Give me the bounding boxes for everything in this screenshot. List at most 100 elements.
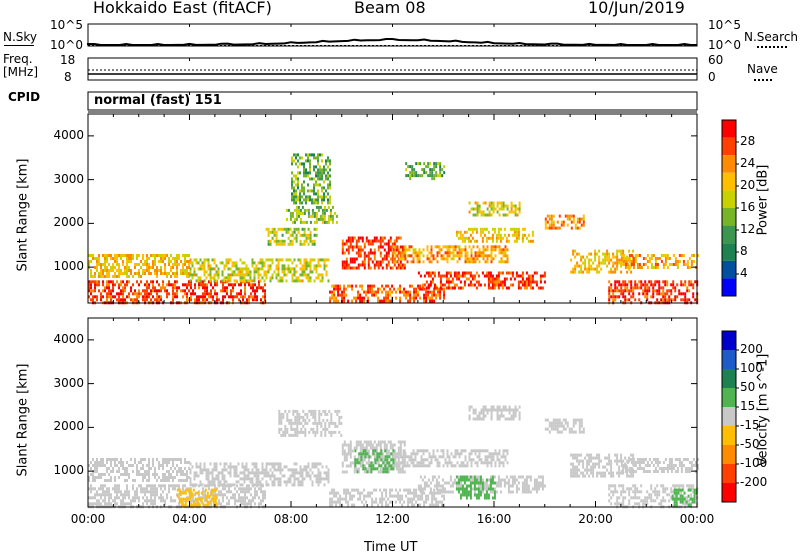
power-echo-cell bbox=[232, 289, 234, 292]
velocity-echo-cell bbox=[354, 461, 356, 464]
power-echo-cell bbox=[616, 262, 618, 265]
velocity-echo-cell bbox=[338, 431, 340, 434]
power-echo-cell bbox=[343, 297, 345, 300]
power-echo-cell bbox=[146, 289, 148, 292]
velocity-echo-cell bbox=[385, 504, 387, 507]
power-echo-cell bbox=[308, 279, 310, 282]
velocity-echo-cell bbox=[114, 479, 116, 482]
power-echo-cell bbox=[413, 171, 415, 174]
power-echo-cell bbox=[399, 288, 401, 291]
velocity-echo-cell bbox=[300, 468, 302, 471]
velocity-echo-cell bbox=[118, 496, 120, 499]
velocity-echo-cell bbox=[230, 483, 232, 486]
velocity-echo-cell bbox=[368, 455, 370, 458]
power-echo-cell bbox=[311, 201, 313, 204]
power-echo-cell bbox=[372, 252, 374, 255]
power-colorbar-swatch bbox=[722, 173, 736, 191]
power-echo-cell bbox=[222, 270, 224, 273]
velocity-echo-cell bbox=[296, 434, 298, 437]
velocity-echo-cell bbox=[390, 447, 392, 450]
power-echo-cell bbox=[588, 259, 590, 262]
velocity-echo-cell bbox=[224, 462, 226, 465]
velocity-echo-cell bbox=[201, 498, 203, 501]
power-echo-cell bbox=[435, 174, 437, 177]
velocity-echo-cell bbox=[154, 490, 156, 493]
velocity-echo-cell bbox=[106, 470, 108, 473]
power-echo-cell bbox=[300, 209, 302, 212]
velocity-echo-cell bbox=[427, 449, 429, 452]
power-echo-cell bbox=[491, 214, 493, 217]
power-echo-cell bbox=[443, 254, 445, 257]
velocity-echo-cell bbox=[326, 474, 328, 477]
velocity-echo-cell bbox=[333, 489, 335, 492]
power-echo-cell bbox=[358, 249, 360, 252]
velocity-echo-cell bbox=[302, 431, 304, 434]
power-echo-cell bbox=[407, 294, 409, 297]
velocity-echo-cell bbox=[447, 455, 449, 458]
velocity-echo-cell bbox=[330, 419, 332, 422]
power-echo-cell bbox=[586, 271, 588, 274]
velocity-echo-cell bbox=[343, 489, 345, 492]
velocity-echo-cell bbox=[114, 464, 116, 467]
velocity-echo-cell bbox=[160, 496, 162, 499]
power-echo-cell bbox=[100, 272, 102, 275]
velocity-echo-cell bbox=[254, 465, 256, 468]
power-echo-cell bbox=[610, 289, 612, 292]
sky-panel-frame bbox=[88, 24, 697, 46]
power-echo-cell bbox=[532, 287, 534, 290]
velocity-echo-cell bbox=[197, 498, 199, 501]
velocity-echo-cell bbox=[108, 502, 110, 505]
power-echo-cell bbox=[295, 198, 297, 201]
power-echo-cell bbox=[112, 289, 114, 292]
power-echo-cell bbox=[116, 254, 118, 257]
velocity-echo-cell bbox=[350, 447, 352, 450]
velocity-echo-cell bbox=[234, 502, 236, 505]
power-echo-cell bbox=[572, 250, 574, 253]
power-colorbar-swatch bbox=[722, 138, 736, 156]
velocity-echo-cell bbox=[328, 425, 330, 428]
velocity-echo-cell bbox=[162, 484, 164, 487]
velocity-echo-cell bbox=[413, 461, 415, 464]
power-echo-cell bbox=[315, 183, 317, 186]
velocity-echo-cell bbox=[450, 476, 452, 479]
power-echo-cell bbox=[641, 266, 643, 269]
power-echo-cell bbox=[140, 260, 142, 263]
velocity-echo-cell bbox=[264, 468, 266, 471]
power-echo-cell bbox=[475, 260, 477, 263]
power-echo-cell bbox=[124, 269, 126, 272]
power-echo-cell bbox=[551, 224, 553, 227]
power-echo-cell bbox=[625, 260, 627, 263]
velocity-echo-cell bbox=[260, 483, 262, 486]
power-echo-cell bbox=[620, 250, 622, 253]
power-echo-cell bbox=[280, 258, 282, 261]
power-echo-cell bbox=[429, 300, 431, 303]
power-echo-cell bbox=[348, 264, 350, 267]
power-echo-cell bbox=[486, 272, 488, 275]
power-echo-cell bbox=[301, 186, 303, 189]
velocity-echo-cell bbox=[344, 453, 346, 456]
velocity-echo-cell bbox=[372, 464, 374, 467]
power-echo-cell bbox=[443, 171, 445, 174]
power-echo-cell bbox=[572, 253, 574, 256]
power-echo-cell bbox=[471, 208, 473, 211]
velocity-echo-cell bbox=[205, 489, 207, 492]
velocity-echo-cell bbox=[266, 465, 268, 468]
power-echo-cell bbox=[458, 275, 460, 278]
power-echo-cell bbox=[254, 289, 256, 292]
velocity-echo-cell bbox=[437, 449, 439, 452]
velocity-echo-cell bbox=[244, 474, 246, 477]
velocity-echo-cell bbox=[254, 474, 256, 477]
power-echo-cell bbox=[264, 295, 266, 298]
power-echo-cell bbox=[316, 276, 318, 279]
power-echo-cell bbox=[627, 263, 629, 266]
power-echo-cell bbox=[540, 275, 542, 278]
power-echo-cell bbox=[172, 272, 174, 275]
power-echo-cell bbox=[327, 192, 329, 195]
power-echo-cell bbox=[120, 257, 122, 260]
power-echo-cell bbox=[449, 245, 451, 248]
velocity-echo-cell bbox=[378, 464, 380, 467]
velocity-echo-cell bbox=[126, 502, 128, 505]
velocity-echo-cell bbox=[395, 501, 397, 504]
power-echo-cell bbox=[308, 209, 310, 212]
velocity-echo-cell bbox=[421, 461, 423, 464]
